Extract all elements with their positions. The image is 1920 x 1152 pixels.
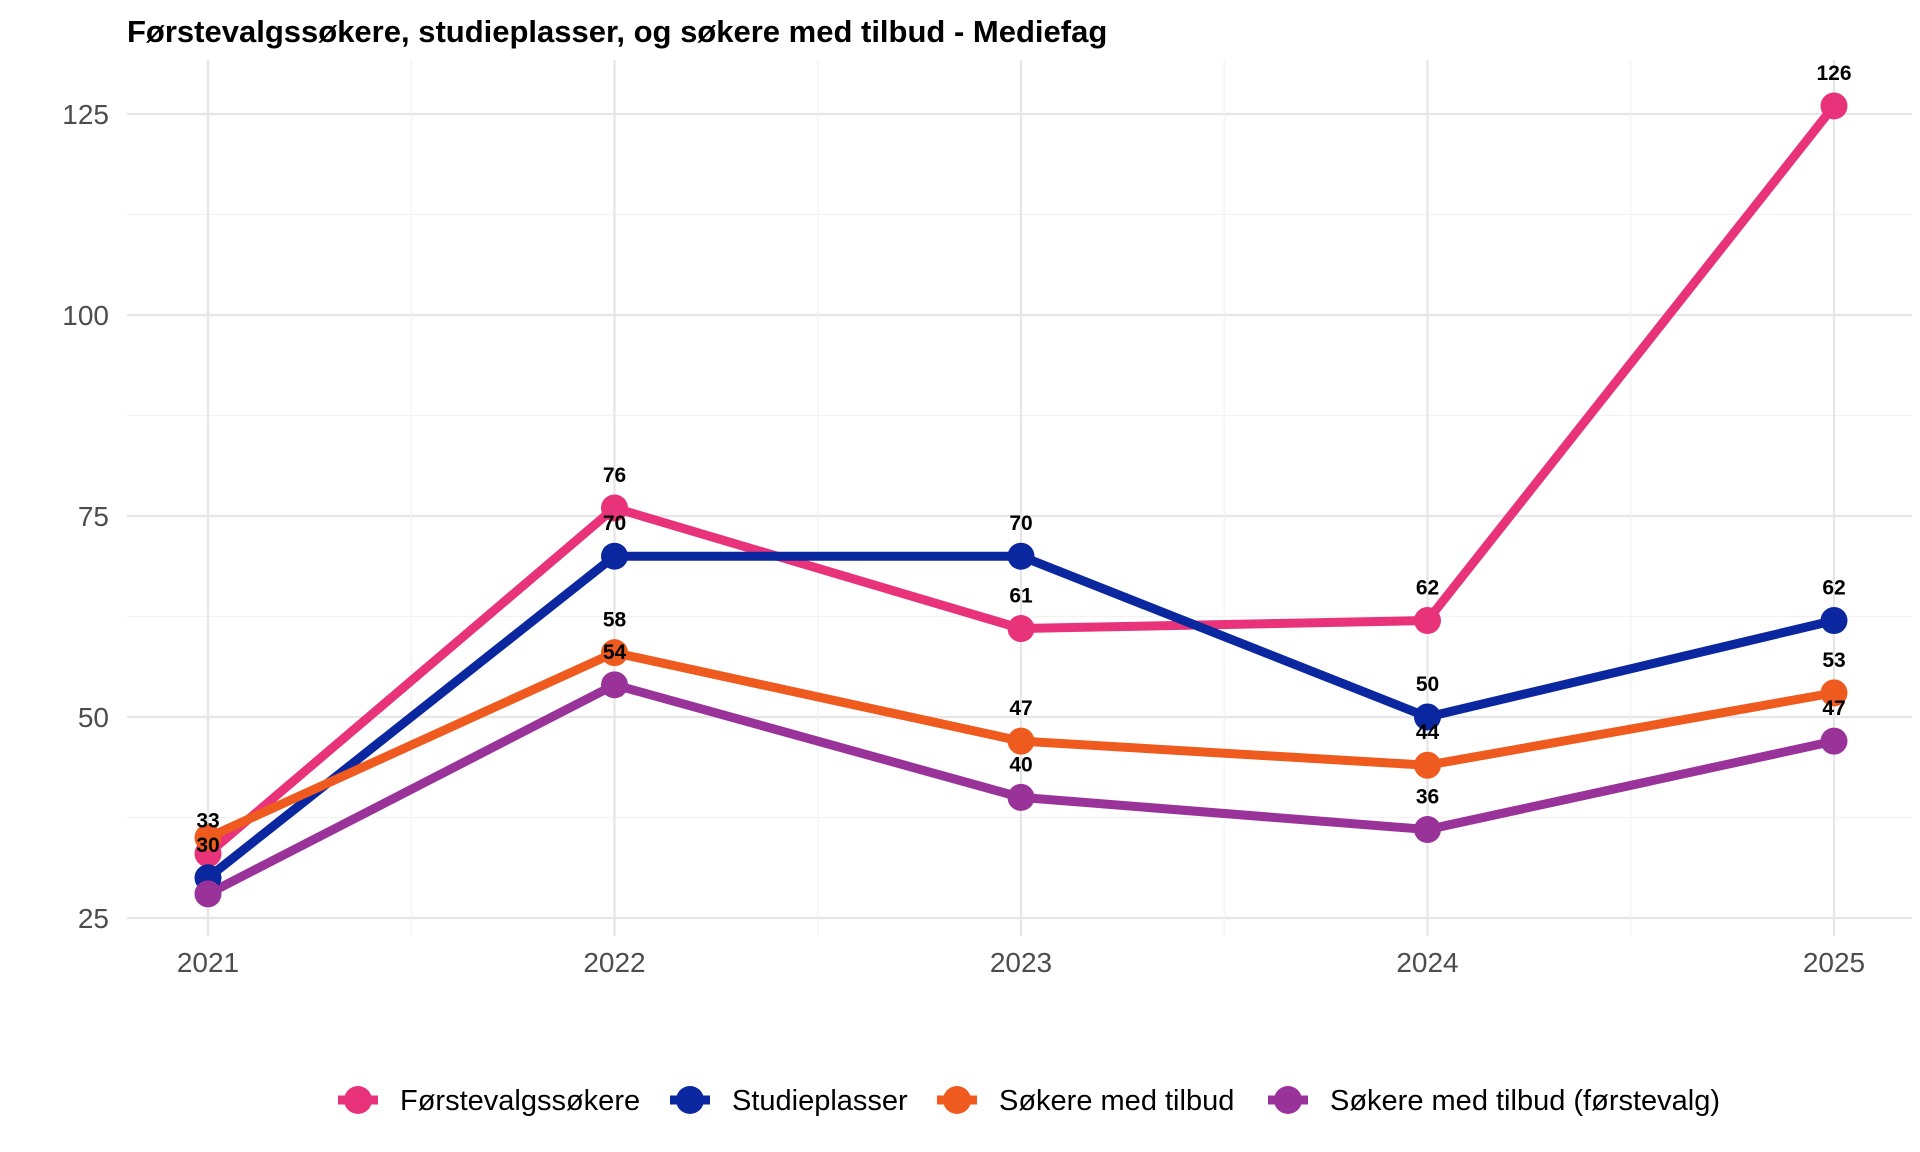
data-point <box>1414 751 1441 779</box>
y-tick-label: 100 <box>62 300 109 331</box>
data-label: 58 <box>603 609 627 632</box>
data-label: 126 <box>1816 62 1851 85</box>
data-label: 44 <box>1416 721 1440 744</box>
data-point <box>1007 542 1035 570</box>
legend-label: Søkere med tilbud (førstevalg) <box>1330 1085 1720 1117</box>
data-point <box>194 880 222 908</box>
data-point <box>1007 783 1035 811</box>
legend-swatch-point <box>676 1086 704 1114</box>
data-point <box>601 494 628 522</box>
data-label: 40 <box>1009 753 1032 776</box>
legend-swatch-point <box>1274 1086 1302 1114</box>
legend-label: Studieplasser <box>732 1085 908 1117</box>
x-tick-label: 2022 <box>583 947 645 978</box>
data-point <box>601 639 628 667</box>
data-label: 47 <box>1822 697 1845 720</box>
data-point <box>1820 607 1848 635</box>
data-label: 54 <box>603 641 627 664</box>
data-point <box>1820 679 1848 707</box>
x-tick-label: 2021 <box>177 947 239 978</box>
data-point <box>1820 727 1848 755</box>
data-label: 76 <box>603 464 626 487</box>
data-label: 33 <box>196 810 219 833</box>
data-point <box>1007 727 1035 755</box>
data-point <box>1414 607 1441 635</box>
data-point <box>1007 615 1035 643</box>
data-point <box>601 542 628 570</box>
y-tick-label: 50 <box>78 702 109 733</box>
data-label: 62 <box>1416 577 1439 600</box>
data-label: 50 <box>1416 673 1439 696</box>
data-point <box>1414 816 1441 844</box>
data-label: 62 <box>1822 577 1845 600</box>
x-tick-label: 2025 <box>1803 947 1865 978</box>
legend-swatch-point <box>943 1086 971 1114</box>
chart-title: Førstevalgssøkere, studieplasser, og søk… <box>127 14 1108 49</box>
legend-label: Søkere med tilbud <box>999 1085 1234 1117</box>
data-label: 70 <box>603 512 626 535</box>
data-label: 70 <box>1009 512 1032 535</box>
y-tick-label: 25 <box>78 903 109 934</box>
data-point <box>1414 703 1441 731</box>
data-label: 61 <box>1009 585 1033 608</box>
data-point <box>601 671 628 699</box>
x-tick-label: 2023 <box>990 947 1052 978</box>
y-tick-label: 75 <box>78 501 109 532</box>
legend-swatch-point <box>344 1086 372 1114</box>
data-point <box>1820 92 1848 120</box>
legend-label: Førstevalgssøkere <box>400 1085 640 1117</box>
y-tick-label: 125 <box>62 99 109 130</box>
data-point <box>194 824 222 852</box>
x-tick-label: 2024 <box>1396 947 1458 978</box>
data-label: 36 <box>1416 786 1439 809</box>
data-label: 53 <box>1822 649 1845 672</box>
data-label: 30 <box>196 834 219 857</box>
data-label: 47 <box>1009 697 1032 720</box>
